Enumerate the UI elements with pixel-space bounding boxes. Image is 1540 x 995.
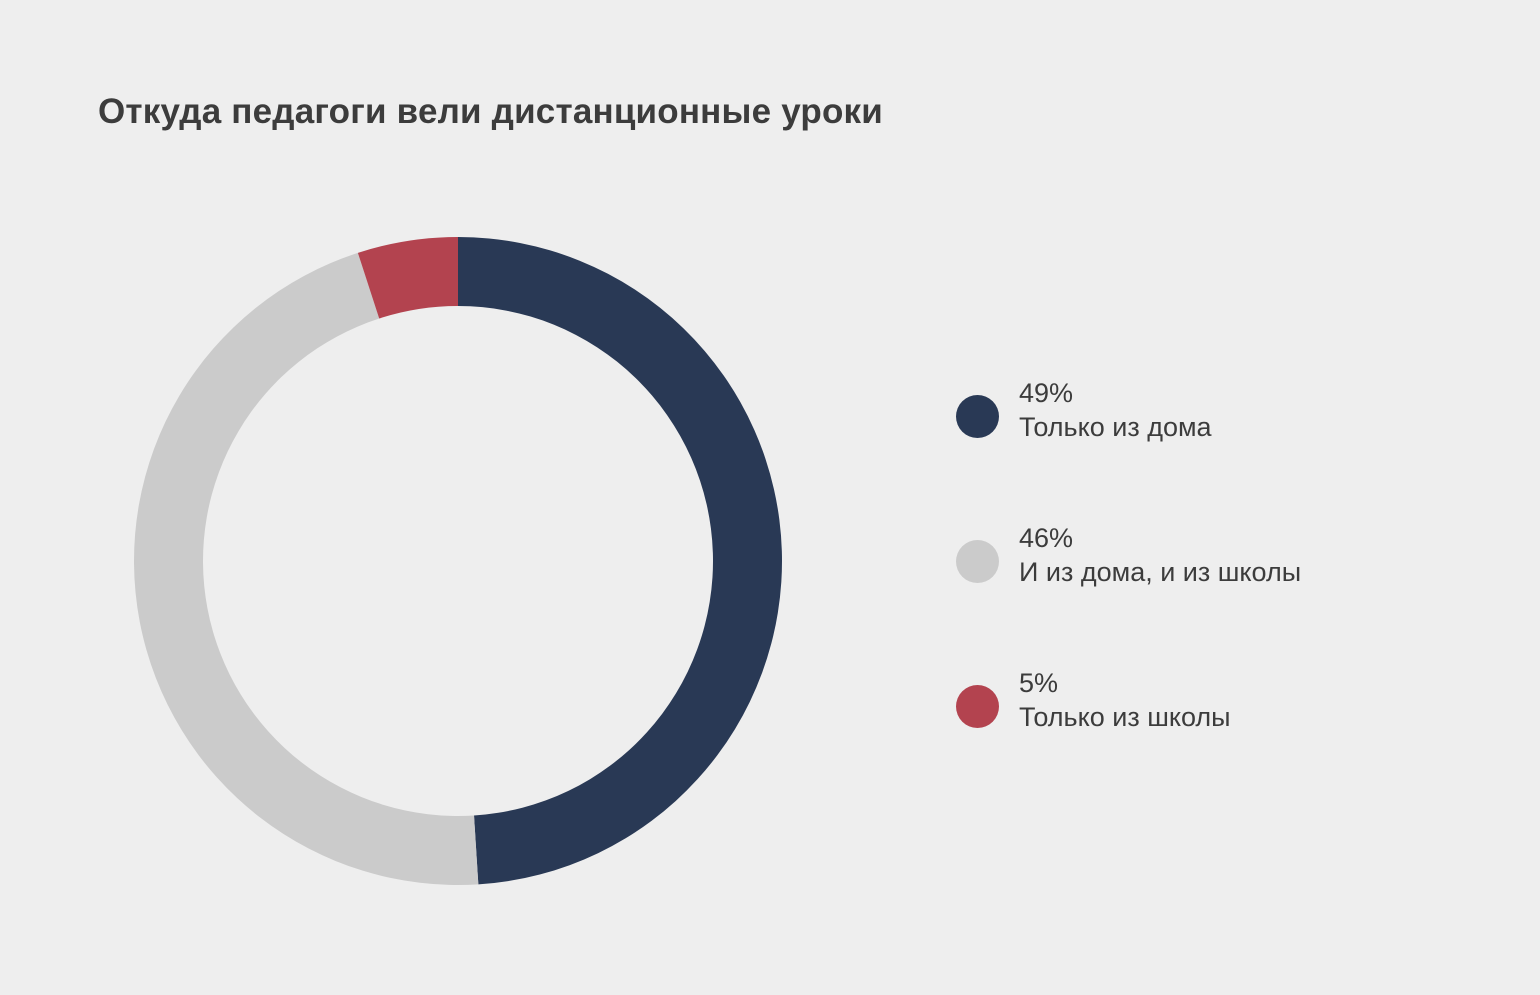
donut-slice-1 [458,237,782,885]
legend-swatch [956,395,999,438]
legend-item-school-only: 5% Только из школы [956,668,1436,765]
legend-swatch [956,685,999,728]
legend-item-home-only: 49% Только из дома [956,378,1436,475]
donut-slice-3 [357,237,458,319]
chart-title: Откуда педагоги вели дистанционные уроки [98,92,883,131]
legend-item-home-and-school: 46% И из дома, и из школы [956,523,1436,620]
legend-value: 46% [1019,523,1074,553]
legend-label: Только из дома [1019,412,1212,442]
legend-swatch [956,540,999,583]
legend-value: 49% [1019,378,1074,408]
legend-value: 5% [1019,668,1059,698]
legend-label: И из дома, и из школы [1019,557,1302,587]
legend-label: Только из школы [1019,702,1231,732]
donut-slice-2 [134,252,479,886]
